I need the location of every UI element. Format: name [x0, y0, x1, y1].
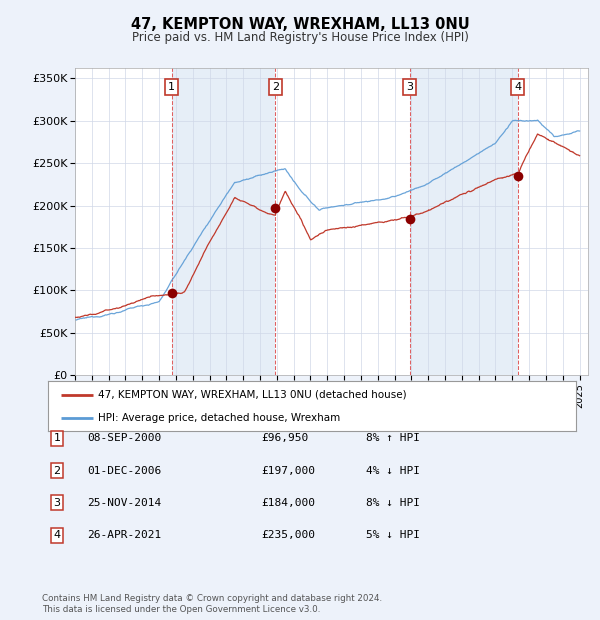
Text: 08-SEP-2000: 08-SEP-2000: [87, 433, 161, 443]
Text: 1: 1: [53, 433, 61, 443]
Text: £235,000: £235,000: [261, 530, 315, 540]
Text: 2: 2: [53, 466, 61, 476]
Text: 25-NOV-2014: 25-NOV-2014: [87, 498, 161, 508]
Text: 2: 2: [272, 82, 279, 92]
Text: 26-APR-2021: 26-APR-2021: [87, 530, 161, 540]
Text: Price paid vs. HM Land Registry's House Price Index (HPI): Price paid vs. HM Land Registry's House …: [131, 31, 469, 44]
Text: £96,950: £96,950: [261, 433, 308, 443]
Text: 8% ↑ HPI: 8% ↑ HPI: [366, 433, 420, 443]
Text: Contains HM Land Registry data © Crown copyright and database right 2024.: Contains HM Land Registry data © Crown c…: [42, 593, 382, 603]
Text: 4: 4: [53, 530, 61, 540]
Text: £197,000: £197,000: [261, 466, 315, 476]
Text: 47, KEMPTON WAY, WREXHAM, LL13 0NU (detached house): 47, KEMPTON WAY, WREXHAM, LL13 0NU (deta…: [98, 390, 407, 400]
Text: 3: 3: [53, 498, 61, 508]
Text: 8% ↓ HPI: 8% ↓ HPI: [366, 498, 420, 508]
Bar: [410, 68, 518, 375]
Text: HPI: Average price, detached house, Wrexham: HPI: Average price, detached house, Wrex…: [98, 412, 340, 422]
Text: 47, KEMPTON WAY, WREXHAM, LL13 0NU: 47, KEMPTON WAY, WREXHAM, LL13 0NU: [131, 17, 469, 32]
Bar: [172, 68, 275, 375]
Text: 4: 4: [514, 82, 521, 92]
Text: 4% ↓ HPI: 4% ↓ HPI: [366, 466, 420, 476]
Text: This data is licensed under the Open Government Licence v3.0.: This data is licensed under the Open Gov…: [42, 604, 320, 614]
Text: 5% ↓ HPI: 5% ↓ HPI: [366, 530, 420, 540]
Text: 01-DEC-2006: 01-DEC-2006: [87, 466, 161, 476]
Text: £184,000: £184,000: [261, 498, 315, 508]
Text: 1: 1: [168, 82, 175, 92]
Text: 3: 3: [406, 82, 413, 92]
